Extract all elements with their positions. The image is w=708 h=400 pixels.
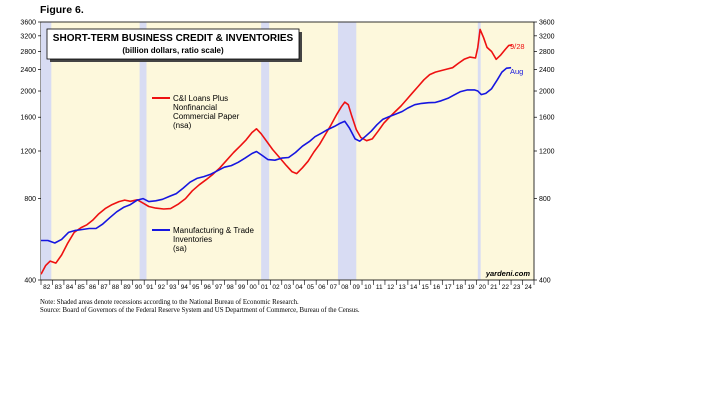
x-tick-label: 16	[433, 284, 441, 291]
source-credit: yardeni.com	[485, 269, 531, 278]
title-box-frame	[46, 28, 300, 60]
y-tick-label-left: 1600	[20, 115, 36, 122]
y-axis-ticks: 400 400 800 800 1200 1200 1600 1600 2000 2000 2400…	[20, 20, 554, 285]
x-tick-label: 98	[227, 284, 235, 291]
x-tick-label: 11	[376, 284, 383, 291]
series-lines	[40, 28, 513, 275]
x-axis-ticks: 82 83 84 85 86 87 88 89 90 91 92 93 94 95 96 97 98 99 00 01…	[40, 280, 535, 291]
x-tick-label: 92	[158, 284, 166, 291]
x-tick-label: 99	[238, 284, 246, 291]
y-tick-label-left: 3600	[20, 20, 36, 27]
chart-title: SHORT-TERM BUSINESS CREDIT & INVENTORIES	[53, 33, 294, 44]
end-label-credit: 9/28	[510, 42, 525, 51]
y-tick-label-right: 2000	[539, 89, 555, 96]
x-tick-label: 01	[261, 284, 269, 291]
y-tick-label-right: 2400	[539, 67, 555, 74]
x-tick-label: 20	[479, 284, 487, 291]
x-tick-label: 24	[525, 284, 533, 291]
x-tick-label: 89	[123, 284, 131, 291]
x-tick-label: 91	[146, 284, 154, 291]
legend-label-inventories-3: (sa)	[173, 244, 187, 253]
notes: Note: Shaded areas denote recessions acc…	[40, 299, 360, 316]
chart-subtitle: (billion dollars, ratio scale)	[122, 46, 224, 55]
y-tick-label-left: 2800	[20, 49, 36, 56]
x-tick-label: 15	[421, 284, 429, 291]
legend-label-inventories-1: Manufacturing & Trade	[173, 226, 254, 235]
legend-inventories: Manufacturing & Trade Inventories (sa)	[152, 226, 254, 253]
series-line-inventories	[41, 66, 512, 244]
x-tick-label: 22	[502, 284, 510, 291]
note-recessions: Note: Shaded areas denote recessions acc…	[40, 299, 299, 306]
x-tick-label: 12	[387, 284, 395, 291]
x-tick-label: 06	[318, 284, 326, 291]
x-tick-label: 18	[456, 284, 464, 291]
end-label-inventories: Aug	[510, 67, 523, 76]
y-tick-label-left: 1200	[20, 149, 36, 156]
x-tick-label: 10	[364, 284, 372, 291]
recession-band-3	[337, 22, 357, 280]
recession-band-2	[261, 22, 270, 280]
series-line-credit	[40, 28, 513, 275]
x-tick-label: 00	[249, 284, 257, 291]
x-tick-label: 13	[399, 284, 407, 291]
recession-band-0	[41, 22, 52, 280]
x-tick-label: 84	[66, 284, 74, 291]
x-tick-label: 03	[284, 284, 292, 291]
x-tick-label: 83	[55, 284, 63, 291]
legend-credit: C&I Loans Plus Nonfinancial Commercial P…	[152, 94, 240, 130]
y-tick-label-right: 2800	[539, 49, 555, 56]
legend-label-credit-1: C&I Loans Plus	[173, 94, 228, 103]
legend-label-credit-3: Commercial Paper	[173, 112, 240, 121]
x-tick-label: 95	[192, 284, 200, 291]
x-tick-label: 08	[341, 284, 349, 291]
x-tick-label: 05	[307, 284, 315, 291]
y-tick-label-right: 3200	[539, 33, 555, 40]
legend-label-credit-4: (nsa)	[173, 121, 192, 130]
y-tick-label-right: 3600	[539, 20, 555, 27]
x-tick-label: 87	[100, 284, 108, 291]
figure-label: Figure 6.	[40, 4, 84, 16]
x-tick-label: 85	[78, 284, 86, 291]
note-source: Source: Board of Governors of the Federa…	[40, 307, 360, 315]
y-tick-label-right: 1200	[539, 149, 555, 156]
y-tick-label-left: 400	[24, 278, 36, 285]
x-tick-label: 17	[444, 284, 452, 291]
title-box: SHORT-TERM BUSINESS CREDIT & INVENTORIES…	[46, 28, 302, 62]
x-tick-label: 97	[215, 284, 223, 291]
x-tick-label: 23	[513, 284, 521, 291]
y-tick-label-left: 2000	[20, 89, 36, 96]
y-tick-label-left: 3200	[20, 33, 36, 40]
y-tick-label-right: 400	[539, 278, 551, 285]
recession-shading	[41, 22, 481, 280]
x-tick-label: 88	[112, 284, 120, 291]
y-tick-label-right: 800	[539, 196, 551, 203]
x-tick-label: 09	[353, 284, 361, 291]
y-tick-label-right: 1600	[539, 115, 555, 122]
x-tick-label: 82	[43, 284, 51, 291]
x-tick-label: 86	[89, 284, 97, 291]
x-tick-label: 07	[330, 284, 338, 291]
x-tick-label: 14	[410, 284, 418, 291]
recession-band-1	[139, 22, 147, 280]
x-tick-label: 19	[467, 284, 475, 291]
y-tick-label-left: 800	[24, 196, 36, 203]
legend-label-inventories-2: Inventories	[173, 235, 212, 244]
x-tick-label: 93	[169, 284, 177, 291]
x-tick-label: 21	[490, 284, 498, 291]
x-tick-label: 04	[295, 284, 303, 291]
x-tick-label: 94	[181, 284, 189, 291]
legend-label-credit-2: Nonfinancial	[173, 103, 217, 112]
x-tick-label: 90	[135, 284, 143, 291]
recession-band-4	[477, 22, 481, 280]
x-tick-label: 96	[204, 284, 212, 291]
x-tick-label: 02	[272, 284, 280, 291]
y-tick-label-left: 2400	[20, 67, 36, 74]
